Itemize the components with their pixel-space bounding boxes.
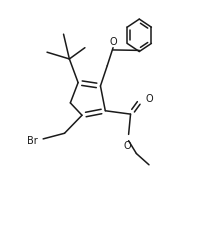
Text: O: O bbox=[109, 37, 117, 47]
Text: Br: Br bbox=[27, 136, 37, 145]
Text: O: O bbox=[145, 94, 153, 104]
Text: O: O bbox=[124, 141, 131, 150]
